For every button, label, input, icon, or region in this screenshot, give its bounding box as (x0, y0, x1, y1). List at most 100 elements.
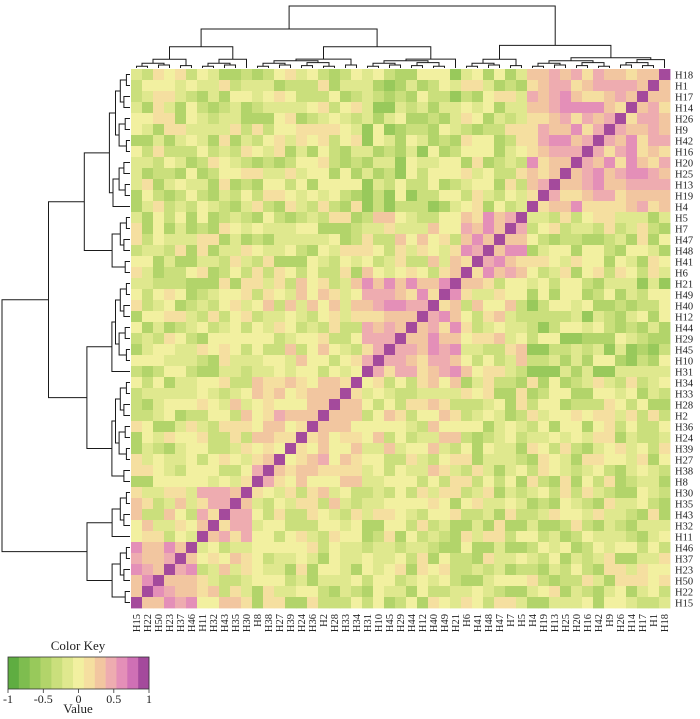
heatmap-cell (384, 201, 396, 213)
heatmap-cell (417, 234, 429, 246)
heatmap-cell (461, 91, 473, 103)
heatmap-cell (538, 80, 550, 92)
row-label: H49 (675, 291, 693, 302)
dendrogram-branch (625, 62, 649, 66)
heatmap-cell (153, 564, 165, 576)
heatmap-cell (208, 399, 220, 411)
heatmap-cell (395, 256, 407, 268)
heatmap-cell (241, 190, 253, 202)
heatmap-cell (274, 410, 286, 422)
dendrogram-branch (548, 60, 594, 64)
heatmap-cell (582, 102, 594, 114)
heatmap-cell (395, 344, 407, 356)
heatmap-cell (263, 234, 275, 246)
heatmap-cell (340, 498, 352, 510)
heatmap-cell (241, 102, 253, 114)
row-label: H46 (675, 544, 693, 555)
heatmap-cell (340, 190, 352, 202)
heatmap-cell (505, 553, 517, 565)
heatmap-cell (516, 498, 528, 510)
dendrogram-branch (115, 398, 121, 444)
heatmap-cell (593, 421, 605, 433)
heatmap-cell (626, 179, 638, 191)
heatmap-cell (450, 443, 462, 455)
heatmap-cell (362, 135, 374, 147)
heatmap-cell (549, 278, 561, 290)
heatmap-cell (516, 168, 528, 180)
heatmap-cell (384, 168, 396, 180)
heatmap-cell (439, 465, 451, 477)
heatmap-cell (428, 498, 440, 510)
heatmap-cell (626, 531, 638, 543)
heatmap-cell (626, 201, 638, 213)
heatmap-cell (296, 223, 308, 235)
heatmap-cell (439, 564, 451, 576)
heatmap-cell (219, 421, 231, 433)
heatmap-cell (164, 476, 176, 488)
heatmap-cell (208, 223, 220, 235)
heatmap-cell (263, 443, 275, 455)
heatmap-cell (131, 597, 143, 609)
heatmap-cell (329, 300, 341, 312)
dendrogram-branch (119, 497, 127, 521)
heatmap-cell (428, 399, 440, 411)
heatmap-cell (406, 157, 418, 169)
dendrogram-branch (125, 382, 130, 394)
heatmap-cell (494, 333, 506, 345)
heatmap-cell (384, 91, 396, 103)
heatmap-cell (307, 113, 319, 125)
heatmap-cell (252, 69, 264, 81)
heatmap-cell (384, 366, 396, 378)
heatmap-cell (362, 69, 374, 81)
heatmap-cell (439, 179, 451, 191)
heatmap-cell (208, 564, 220, 576)
heatmap-cell (582, 531, 594, 543)
heatmap-cell (274, 597, 286, 609)
heatmap-cell (615, 366, 627, 378)
heatmap-cell (340, 311, 352, 323)
heatmap-cell (527, 432, 539, 444)
heatmap-cell (340, 443, 352, 455)
heatmap-cell (307, 333, 319, 345)
heatmap-cell (241, 223, 253, 235)
heatmap-cell (241, 597, 253, 609)
heatmap-cell (626, 80, 638, 92)
heatmap-cell (142, 146, 154, 158)
heatmap-cell (175, 289, 187, 301)
heatmap-cell (494, 201, 506, 213)
heatmap-cell (384, 322, 396, 334)
heatmap-cell (197, 355, 209, 367)
heatmap-cell (615, 168, 627, 180)
heatmap-cell (340, 520, 352, 532)
heatmap-cell (296, 179, 308, 191)
dendrogram-branch (141, 62, 165, 67)
heatmap-cell (219, 432, 231, 444)
heatmap-cell (208, 102, 220, 114)
heatmap-cell (406, 102, 418, 114)
heatmap-cell (417, 410, 429, 422)
heatmap-cell (186, 135, 198, 147)
heatmap-cell (472, 113, 484, 125)
heatmap-cell (461, 476, 473, 488)
heatmap-cell (241, 454, 253, 466)
heatmap-cell (483, 575, 495, 587)
heatmap-cell (428, 113, 440, 125)
heatmap-cell (505, 575, 517, 587)
heatmap-cell (406, 542, 418, 554)
heatmap-cell (263, 146, 275, 158)
column-label: H28 (330, 614, 341, 632)
heatmap-cell (527, 146, 539, 158)
heatmap-cell (472, 157, 484, 169)
heatmap-cell (439, 454, 451, 466)
dendrogram-branch (416, 62, 440, 67)
heatmap-cell (285, 575, 297, 587)
color-key-swatch (40, 657, 52, 689)
heatmap-cell (208, 201, 220, 213)
heatmap-cell (186, 509, 198, 521)
row-label: H35 (675, 500, 693, 511)
heatmap-cell (494, 80, 506, 92)
heatmap-cell (329, 421, 341, 433)
heatmap-cell (208, 289, 220, 301)
heatmap-cell (384, 377, 396, 389)
heatmap-cell (516, 597, 528, 609)
